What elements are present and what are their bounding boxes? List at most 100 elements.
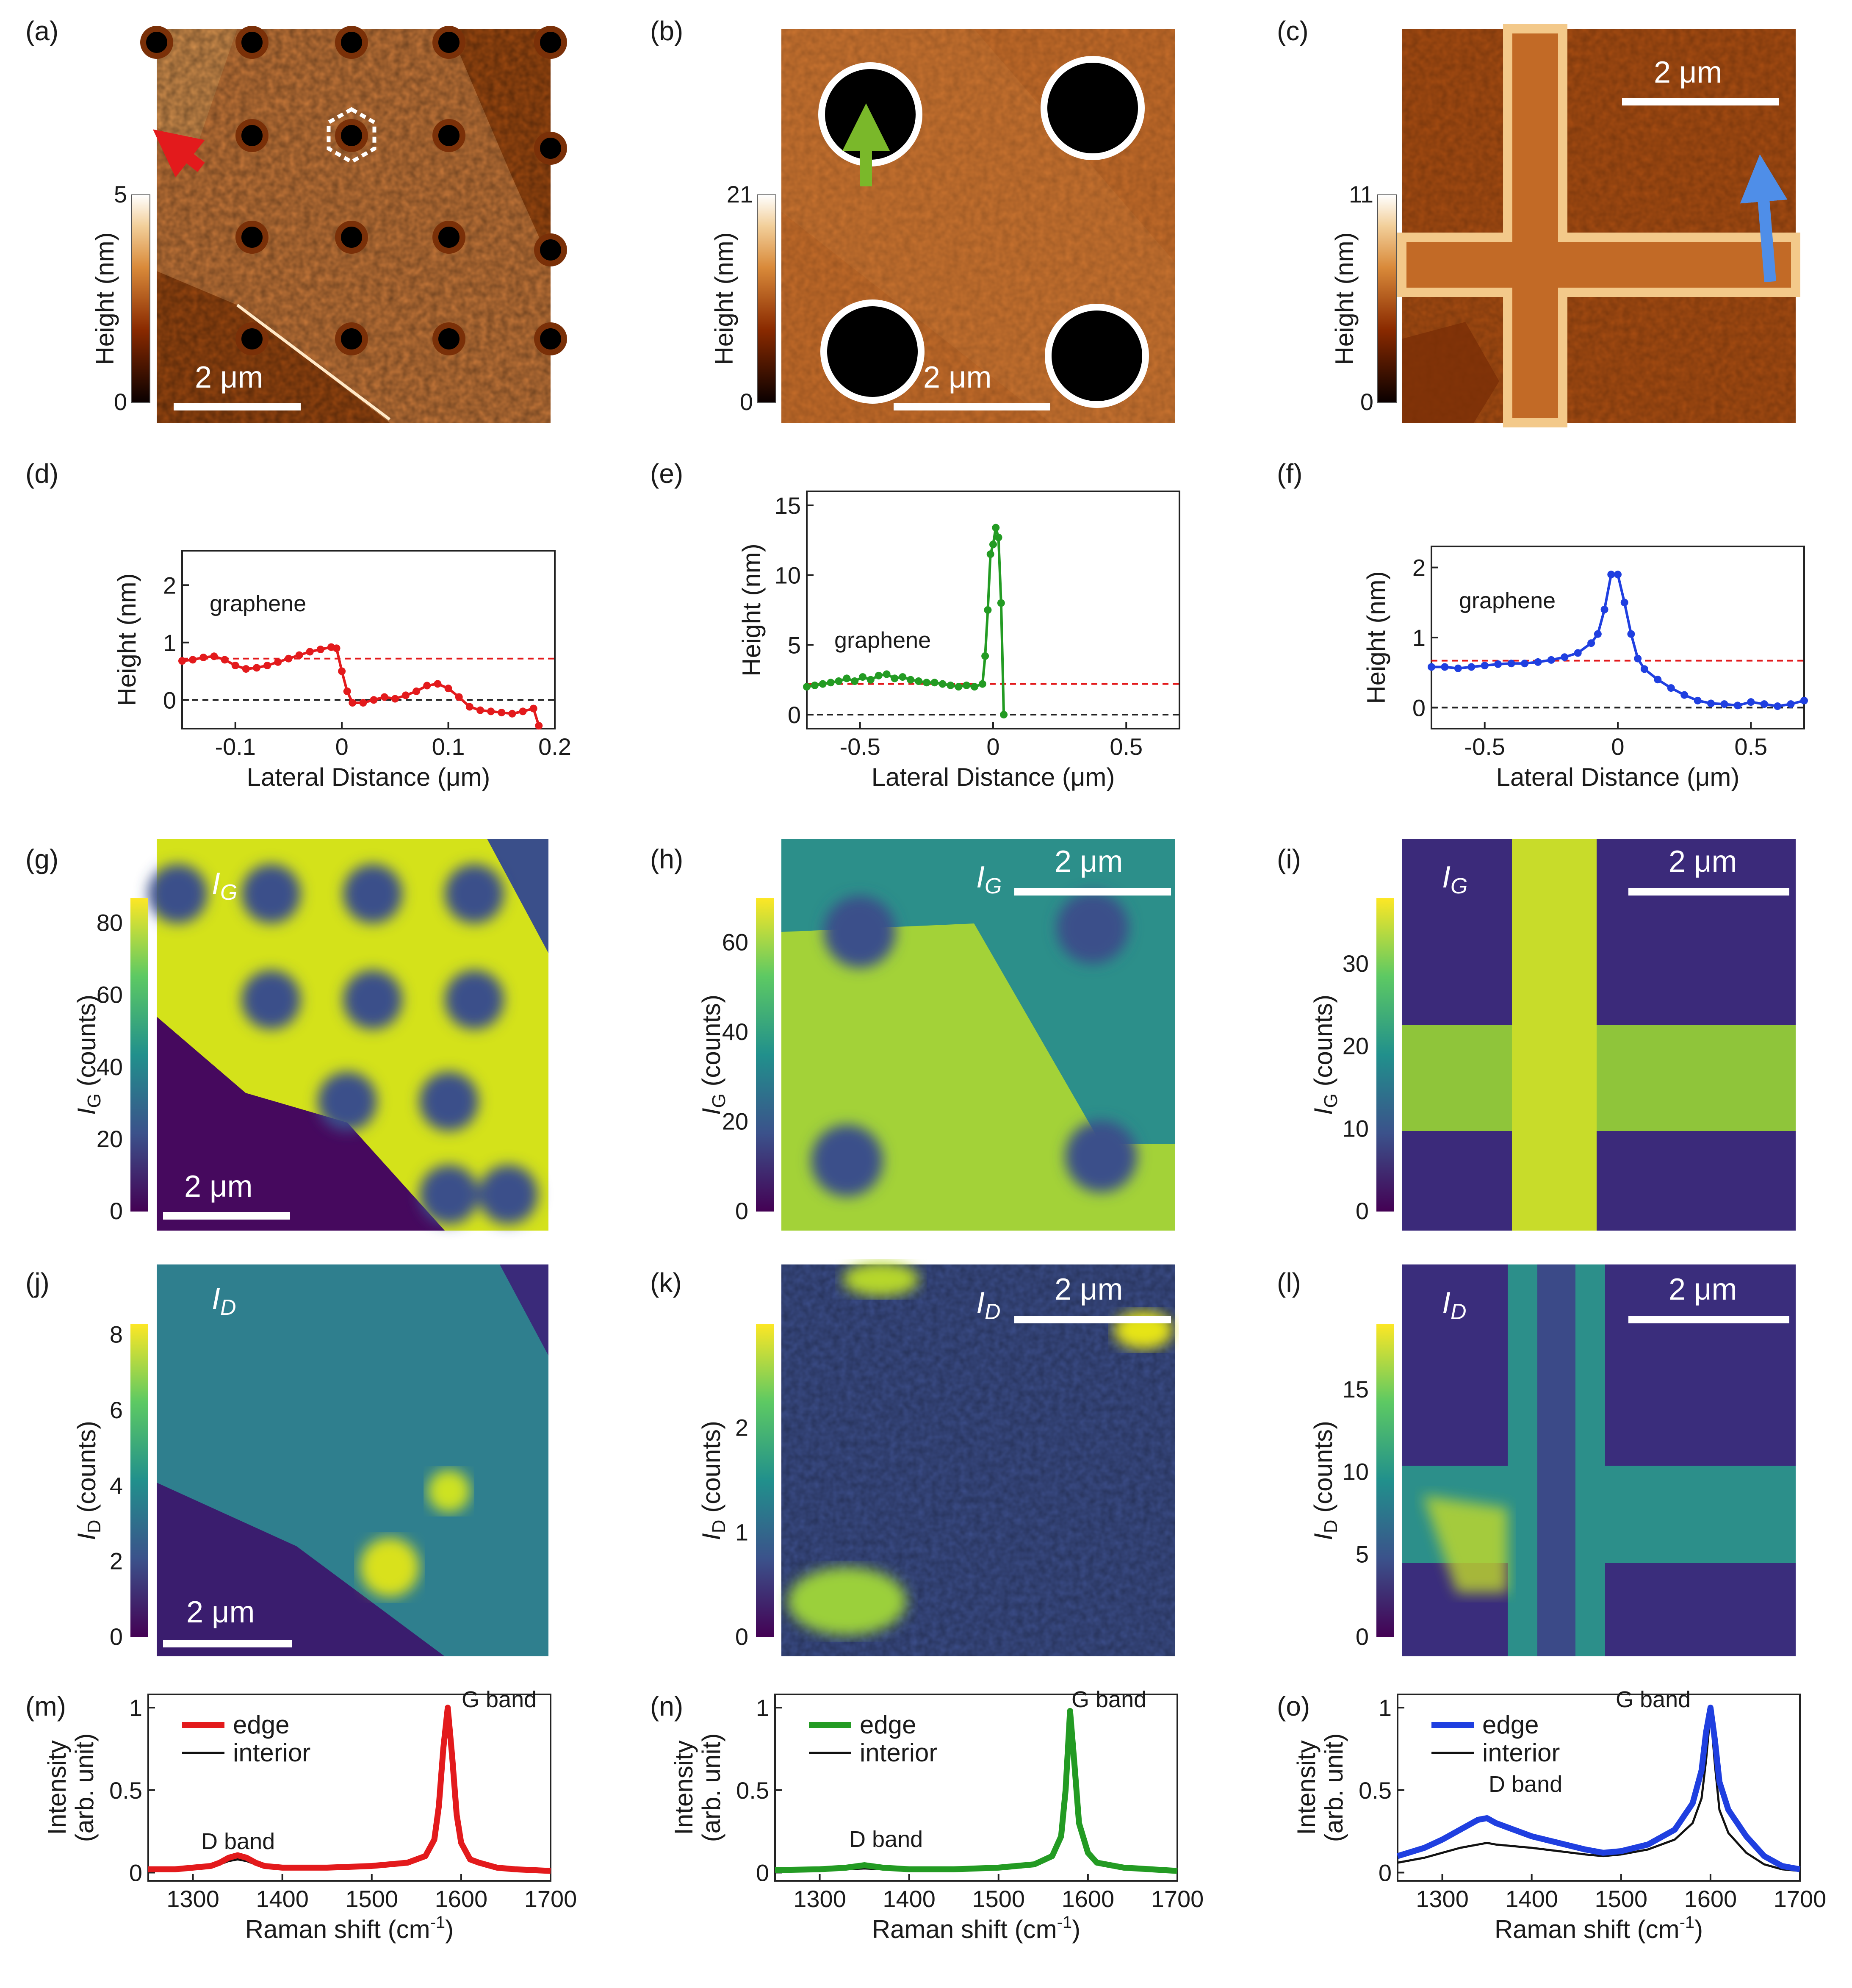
series-line-interior xyxy=(775,1713,1178,1872)
y-tick-label: 0 xyxy=(756,1860,769,1886)
y-axis-label: Height (nm) xyxy=(737,543,766,676)
data-point xyxy=(221,656,229,664)
data-point xyxy=(1441,663,1449,671)
legend-label-edge: edge xyxy=(1482,1711,1539,1739)
scale-label-h: 2 μm xyxy=(1055,845,1123,879)
cbar-title-h: IG (counts) xyxy=(697,995,729,1115)
panel-label-j: (j) xyxy=(25,1267,50,1298)
x-tick-label: 1600 xyxy=(435,1885,488,1912)
data-point xyxy=(1747,698,1755,706)
data-point xyxy=(391,695,399,703)
data-point xyxy=(1694,696,1702,704)
panel-label-f: (f) xyxy=(1277,458,1302,489)
data-point xyxy=(370,696,378,704)
data-point xyxy=(981,652,989,660)
cbar-tick-label: 0 xyxy=(1356,1198,1369,1224)
data-point xyxy=(465,703,473,711)
data-point xyxy=(938,680,947,688)
data-point xyxy=(994,533,1002,541)
cbar-tick-label: 60 xyxy=(97,982,123,1008)
cbar-tick-label: 20 xyxy=(1343,1033,1369,1059)
data-point xyxy=(1574,649,1582,657)
x-tick-label: -0.1 xyxy=(215,733,256,760)
y-tick-label: 1 xyxy=(163,629,176,656)
graphene-annotation: graphene xyxy=(834,628,931,653)
x-axis-label: Raman shift (cm-1) xyxy=(245,1913,454,1944)
data-point xyxy=(359,699,367,707)
colorbar-k xyxy=(756,1324,774,1637)
cbar-ticks-k: 0 1 2 xyxy=(735,1414,748,1650)
data-point xyxy=(1494,660,1502,668)
legend-label-interior: interior xyxy=(1482,1738,1560,1767)
data-point xyxy=(487,707,495,715)
cbar-tick-label: 8 xyxy=(110,1321,123,1348)
map-label-j: ID xyxy=(212,1282,236,1320)
x-tick-label: 1300 xyxy=(1416,1885,1469,1912)
cbar-tick-label: 0 xyxy=(735,1198,748,1224)
data-point xyxy=(189,656,197,664)
data-point xyxy=(835,677,843,685)
data-point xyxy=(1000,711,1008,719)
cbar-tick-label: 30 xyxy=(1343,950,1369,977)
y-tick-label: 0.5 xyxy=(736,1777,769,1804)
data-point xyxy=(1707,699,1715,707)
panel-label-c: (c) xyxy=(1277,16,1309,46)
y-tick-label: 2 xyxy=(1412,555,1426,581)
y-axis-label: Intensity xyxy=(43,1740,71,1835)
panel-label-m: (m) xyxy=(25,1691,66,1722)
chart-e: -0.5 0 0.5 0 5 10 15 Lateral Distance (μm) Heigh… xyxy=(737,491,1180,791)
data-point xyxy=(1428,663,1435,671)
data-point xyxy=(915,677,922,685)
x-tick-label: 1700 xyxy=(1151,1885,1204,1912)
afm-image-c: 2 μm xyxy=(1397,24,1800,427)
x-tick-label: 0.5 xyxy=(1734,733,1767,760)
cbar-ticks-g: 0 20 40 60 80 xyxy=(97,909,123,1224)
data-point xyxy=(332,644,341,652)
data-point xyxy=(971,683,978,691)
x-tick-label: 1600 xyxy=(1684,1885,1737,1912)
graphene-annotation: graphene xyxy=(210,591,306,616)
cbar-tick-label: 80 xyxy=(97,909,123,936)
cbar-ticks-l: 0 5 10 15 xyxy=(1343,1376,1369,1650)
x-tick-label: 0 xyxy=(1611,733,1624,760)
y-tick-label: 1 xyxy=(129,1694,142,1721)
data-point xyxy=(811,681,819,689)
y-tick-label: 5 xyxy=(788,632,801,658)
x-axis-label: Raman shift (cm-1) xyxy=(1495,1913,1703,1944)
legend-label-interior: interior xyxy=(860,1738,937,1767)
x-tick-label: -0.5 xyxy=(1464,733,1505,760)
panel-label-d: (d) xyxy=(25,458,58,489)
scale-label-i: 2 μm xyxy=(1669,845,1737,879)
data-point xyxy=(1561,653,1569,661)
x-tick-label: 0.2 xyxy=(538,733,571,760)
g-band-annotation: G band xyxy=(1071,1687,1146,1712)
x-tick-label: -0.5 xyxy=(839,733,880,760)
data-point xyxy=(1654,676,1662,684)
data-point xyxy=(883,670,891,678)
data-point xyxy=(859,673,866,681)
y-tick-label: 0 xyxy=(788,701,801,728)
data-point xyxy=(1640,665,1648,673)
cbar-tick-label: 10 xyxy=(1343,1458,1369,1485)
d-band-annotation: D band xyxy=(1489,1772,1562,1797)
data-point xyxy=(955,683,963,691)
y-axis-label: Intensity xyxy=(1292,1740,1320,1835)
data-point xyxy=(1534,658,1542,666)
y-tick-label: 0 xyxy=(1379,1860,1392,1886)
data-point xyxy=(498,709,506,717)
data-point xyxy=(1607,571,1615,579)
cbar-tick-label: 60 xyxy=(722,929,748,956)
raman-map-j: 2 μm ID xyxy=(157,1264,548,1656)
plot-frame xyxy=(147,1694,551,1882)
series-line-edge xyxy=(148,1705,551,1874)
d-band-annotation: D band xyxy=(849,1827,923,1852)
data-point xyxy=(423,682,431,690)
map-label-h: IG xyxy=(976,860,1002,898)
afm-holes-a xyxy=(140,26,567,355)
g-band-annotation: G band xyxy=(1616,1687,1691,1712)
cbar-tick-label: 20 xyxy=(97,1126,123,1152)
y-tick-label: 0 xyxy=(129,1860,142,1886)
map-label-g: IG xyxy=(212,867,237,905)
colorbar-b xyxy=(757,194,776,403)
x-axis-label: Lateral Distance (μm) xyxy=(872,763,1115,791)
